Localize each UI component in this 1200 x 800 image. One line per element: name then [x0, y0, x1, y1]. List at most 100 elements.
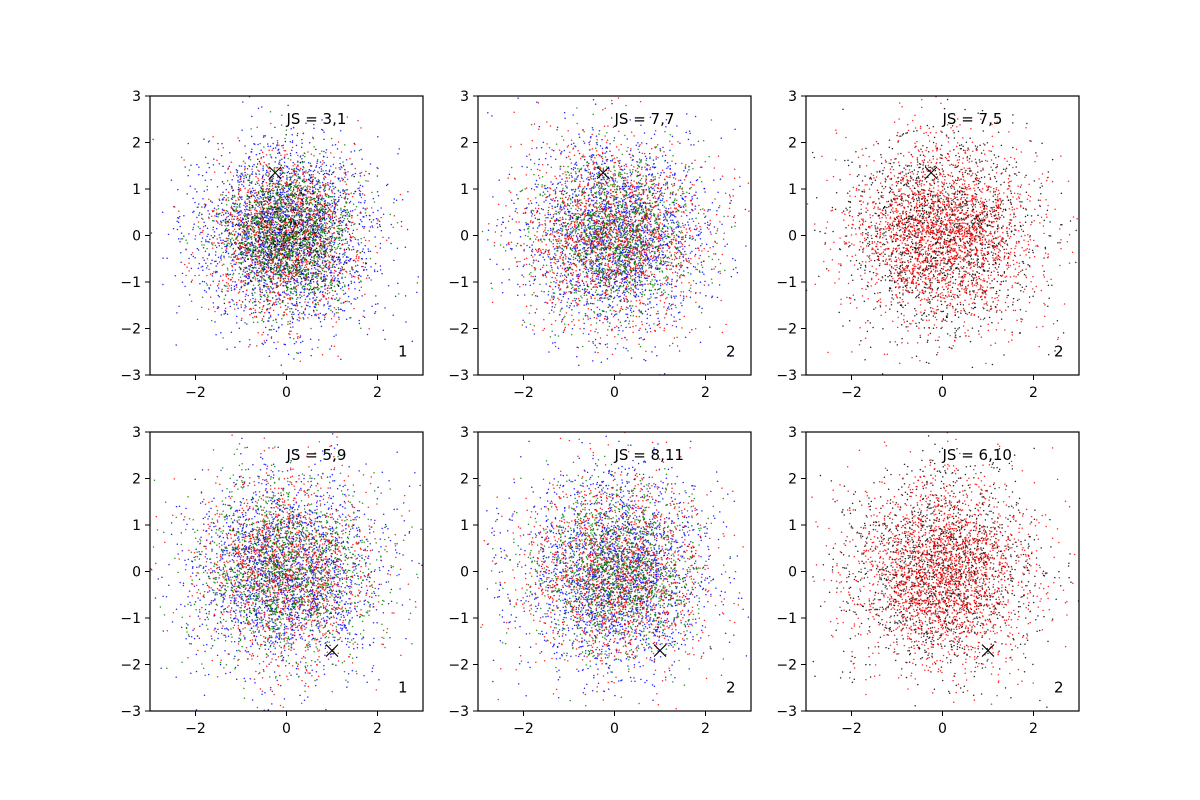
- scatter-point: [233, 263, 235, 266]
- scatter-point: [318, 225, 320, 228]
- scatter-point: [177, 238, 180, 240]
- scatter-point: [215, 246, 218, 249]
- scatter-point: [379, 247, 382, 249]
- scatter-point: [313, 299, 316, 302]
- scatter-point: [297, 198, 299, 201]
- scatter-point: [333, 275, 335, 277]
- scatter-point: [242, 281, 244, 283]
- scatter-point: [338, 318, 340, 321]
- scatter-point: [307, 317, 309, 319]
- scatter-point: [263, 286, 265, 289]
- scatter-point: [314, 177, 316, 180]
- scatter-point: [299, 225, 301, 228]
- scatter-point: [291, 297, 294, 299]
- scatter-point: [333, 237, 336, 239]
- scatter-point: [378, 220, 381, 222]
- scatter-point: [300, 270, 303, 273]
- scatter-point: [264, 279, 267, 282]
- scatter-point: [242, 270, 244, 273]
- scatter-point: [359, 219, 362, 221]
- scatter-point: [288, 196, 290, 198]
- scatter-point: [327, 301, 329, 303]
- scatter-point: [278, 161, 281, 163]
- scatter-point: [240, 319, 243, 321]
- scatter-point: [379, 242, 382, 245]
- scatter-point: [239, 217, 242, 219]
- scatter-point: [339, 217, 342, 219]
- scatter-point: [274, 183, 276, 185]
- scatter-point: [341, 234, 343, 236]
- scatter-point: [376, 175, 379, 177]
- scatter-point: [349, 238, 351, 241]
- scatter-point: [311, 176, 313, 179]
- scatter-point: [281, 260, 283, 263]
- scatter-point: [297, 272, 299, 274]
- scatter-point: [304, 216, 307, 218]
- scatter-point: [225, 273, 227, 275]
- scatter-point: [274, 186, 277, 188]
- scatter-point: [334, 251, 336, 253]
- scatter-point: [335, 219, 338, 221]
- scatter-point: [249, 264, 252, 266]
- scatter-point: [333, 313, 336, 315]
- scatter-point: [245, 251, 247, 254]
- scatter-point: [258, 202, 260, 205]
- scatter-point: [256, 196, 259, 199]
- scatter-point: [368, 214, 371, 217]
- scatter-point: [212, 306, 215, 308]
- scatter-point: [259, 142, 261, 145]
- scatter-point: [255, 212, 257, 214]
- scatter-point: [272, 319, 275, 322]
- scatter-point: [317, 263, 319, 266]
- scatter-point: [224, 245, 226, 248]
- scatter-point: [243, 236, 246, 238]
- scatter-point: [209, 296, 212, 298]
- scatter-point: [277, 148, 280, 150]
- scatter-point: [344, 276, 347, 278]
- scatter-point: [267, 288, 269, 290]
- scatter-point: [315, 273, 317, 276]
- scatter-point: [360, 212, 362, 215]
- scatter-point: [215, 265, 217, 267]
- scatter-point: [294, 232, 296, 235]
- scatter-point: [259, 210, 261, 212]
- scatter-point: [289, 140, 292, 143]
- scatter-point: [293, 195, 296, 198]
- scatter-point: [313, 155, 315, 157]
- scatter-point: [227, 287, 229, 290]
- scatter-point: [210, 262, 212, 265]
- scatter-point: [343, 190, 346, 193]
- scatter-point: [317, 227, 319, 229]
- scatter-point: [301, 247, 303, 250]
- scatter-point: [288, 176, 291, 178]
- scatter-point: [360, 257, 363, 260]
- scatter-point: [283, 165, 286, 167]
- scatter-point: [319, 312, 322, 315]
- scatter-point: [275, 286, 278, 289]
- scatter-point: [319, 238, 321, 241]
- scatter-point: [205, 203, 207, 206]
- scatter-point: [355, 270, 357, 273]
- scatter-point: [267, 267, 270, 269]
- scatter-point: [283, 311, 285, 314]
- scatter-point: [227, 242, 229, 244]
- scatter-point: [331, 217, 334, 219]
- scatter-point: [339, 157, 341, 159]
- scatter-point: [340, 207, 342, 210]
- scatter-point: [336, 148, 339, 150]
- scatter-point: [201, 206, 203, 208]
- scatter-point: [392, 226, 394, 229]
- scatter-point: [323, 203, 326, 205]
- scatter-point: [245, 152, 247, 155]
- scatter-point: [228, 238, 230, 240]
- scatter-point: [327, 242, 329, 244]
- scatter-point: [350, 303, 352, 305]
- scatter-point: [304, 240, 307, 242]
- scatter-point: [269, 216, 272, 219]
- scatter-point: [270, 197, 273, 199]
- scatter-point: [301, 239, 304, 242]
- scatter-point: [278, 220, 281, 222]
- scatter-point: [318, 272, 320, 275]
- scatter-point: [277, 182, 279, 184]
- scatter-point: [305, 282, 307, 285]
